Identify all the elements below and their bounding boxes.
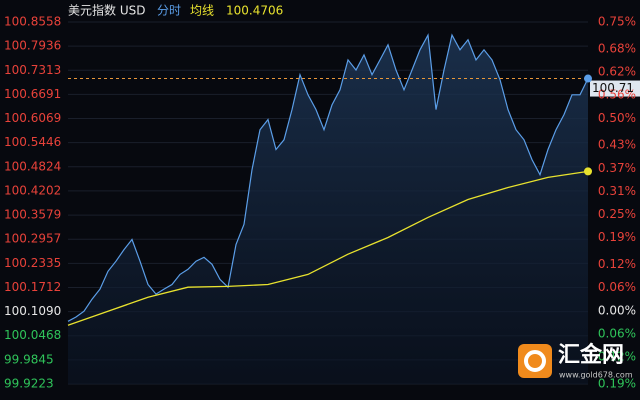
y-tick-label: 100.3579 — [4, 208, 61, 222]
legend-entry: 分时 — [157, 4, 181, 18]
watermark-url: www.gold678.com — [559, 371, 633, 380]
y2-tick-label: 0.31% — [598, 184, 636, 198]
y2-tick-label: 0.50% — [598, 111, 636, 125]
y2-tick-label: 0.25% — [598, 207, 636, 221]
y-tick-label: 100.8558 — [4, 15, 61, 29]
y2-tick-label: 0.43% — [598, 138, 636, 152]
y-tick-label: 100.1090 — [4, 304, 61, 318]
last-price-label: 100.71 — [592, 81, 634, 95]
y-tick-label: 100.7313 — [4, 63, 61, 77]
end-dot — [584, 74, 592, 83]
y-tick-label: 99.9223 — [4, 377, 54, 391]
y2-tick-label: 0.12% — [598, 257, 636, 271]
y2-tick-label: 0.75% — [598, 15, 636, 29]
end-dot — [584, 167, 592, 176]
y-tick-label: 100.6069 — [4, 111, 61, 125]
y-tick-label: 99.9845 — [4, 352, 54, 366]
y-tick-label: 100.2957 — [4, 232, 61, 246]
y-tick-label: 100.6691 — [4, 87, 61, 101]
legend-value: 100.4706 — [226, 4, 283, 18]
y2-tick-label: 0.37% — [598, 161, 636, 175]
y2-tick-label: 0.56% — [598, 88, 636, 102]
y2-tick-label: 0.62% — [598, 65, 636, 79]
average-line — [67, 170, 589, 326]
price-area — [68, 35, 588, 384]
y2-tick-label: 0.06% — [598, 280, 636, 294]
y2-tick-label: 0.19% — [598, 230, 636, 244]
y2-tick-label: 0.68% — [598, 41, 636, 55]
price-line — [67, 33, 589, 322]
chart-title: 美元指数 USD — [68, 3, 145, 18]
last-price-box — [590, 80, 640, 97]
y-tick-label: 100.1712 — [4, 280, 61, 294]
watermark-logo — [518, 344, 552, 378]
y-tick-label: 100.4202 — [4, 183, 61, 197]
y-tick-label: 100.7936 — [4, 39, 61, 53]
watermark-name: 汇金网 — [558, 342, 624, 368]
y-tick-label: 100.4824 — [4, 159, 61, 173]
watermark-logo-mark — [524, 350, 546, 372]
y-tick-label: 100.5446 — [4, 135, 61, 149]
y2-tick-label: 0.00% — [598, 303, 636, 317]
y2-tick-label: 0.19% — [598, 377, 636, 391]
y-tick-label: 100.0468 — [4, 328, 61, 342]
legend-entry: 均线 — [190, 4, 214, 18]
y2-tick-label: 0.12% — [598, 350, 636, 364]
y-tick-label: 100.2335 — [4, 256, 61, 270]
watermark: 汇金网 www.gold678.com — [518, 342, 633, 380]
y2-tick-label: 0.06% — [598, 326, 636, 340]
plot-area — [67, 21, 640, 385]
